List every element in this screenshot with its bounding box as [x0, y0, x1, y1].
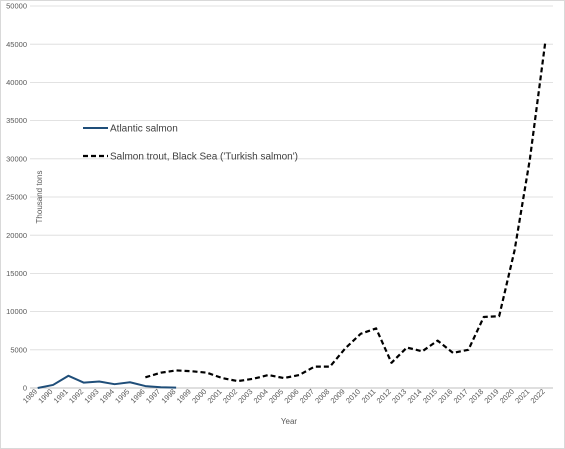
x-tick-label-2018: 2018: [467, 387, 485, 405]
legend-label-turkish-salmon: Salmon trout, Black Sea ('Turkish salmon…: [110, 152, 298, 163]
x-tick-label-2011: 2011: [360, 387, 378, 405]
x-tick-label-2015: 2015: [421, 387, 439, 405]
x-tick-label-1990: 1990: [36, 387, 54, 405]
x-tick-label-2008: 2008: [313, 387, 331, 405]
x-tick-label-2003: 2003: [236, 387, 254, 405]
x-tick-label-2013: 2013: [390, 387, 408, 405]
x-tick-label-2022: 2022: [529, 387, 547, 405]
x-tick-label-1994: 1994: [98, 387, 116, 405]
x-tick-label-2007: 2007: [298, 387, 316, 405]
y-tick-label-15000: 15000: [6, 269, 27, 278]
y-tick-label-45000: 45000: [6, 40, 27, 49]
x-tick-label-2004: 2004: [252, 387, 270, 405]
x-tick-label-1997: 1997: [144, 387, 162, 405]
y-tick-label-5000: 5000: [10, 345, 27, 354]
series-line-atlantic-salmon: [37, 374, 177, 389]
y-tick-label-25000: 25000: [6, 193, 27, 202]
y-tick-label-0: 0: [23, 384, 27, 393]
x-tick-label-2005: 2005: [267, 387, 285, 405]
x-tick-label-2014: 2014: [406, 387, 424, 405]
x-axis-title: Year: [281, 417, 298, 426]
x-tick-label-2009: 2009: [329, 387, 347, 405]
x-tick-label-2006: 2006: [282, 387, 300, 405]
y-tick-label-35000: 35000: [6, 116, 27, 125]
x-tick-label-1991: 1991: [52, 387, 70, 405]
x-tick-label-2016: 2016: [436, 387, 454, 405]
legend-label-atlantic-salmon: Atlantic salmon: [110, 124, 178, 135]
series-line-turkish-salmon: [145, 41, 547, 383]
x-tick-label-2010: 2010: [344, 387, 362, 405]
x-tick-label-2000: 2000: [190, 387, 208, 405]
y-axis-title: Thousand tons: [35, 171, 44, 224]
legend: Atlantic salmon Salmon trout, Black Sea …: [83, 124, 298, 163]
x-tick-label-1993: 1993: [82, 387, 100, 405]
y-axis-tick-labels: 0 5000 10000 15000 20000 25000 30000 35000 40000…: [6, 2, 27, 393]
x-tick-label-2021: 2021: [513, 387, 531, 405]
x-tick-label-2012: 2012: [375, 387, 393, 405]
x-tick-label-2017: 2017: [452, 387, 470, 405]
x-tick-label-1996: 1996: [129, 387, 147, 405]
x-tick-label-2002: 2002: [221, 387, 239, 405]
y-tick-label-10000: 10000: [6, 307, 27, 316]
gridlines: [30, 5, 553, 389]
x-tick-label-1998: 1998: [159, 387, 177, 405]
y-tick-label-50000: 50000: [6, 2, 27, 11]
y-tick-label-30000: 30000: [6, 154, 27, 163]
y-tick-label-20000: 20000: [6, 231, 27, 240]
x-tick-label-2001: 2001: [206, 387, 224, 405]
x-tick-label-1995: 1995: [113, 387, 131, 405]
x-tick-label-2020: 2020: [498, 387, 516, 405]
y-tick-label-40000: 40000: [6, 78, 27, 87]
x-axis-tick-labels: 1989199019911992199319941995199619971998…: [21, 387, 547, 405]
series-lines: [37, 41, 547, 389]
x-tick-label-2019: 2019: [482, 387, 500, 405]
x-tick-label-1992: 1992: [67, 387, 85, 405]
x-tick-label-1999: 1999: [175, 387, 193, 405]
